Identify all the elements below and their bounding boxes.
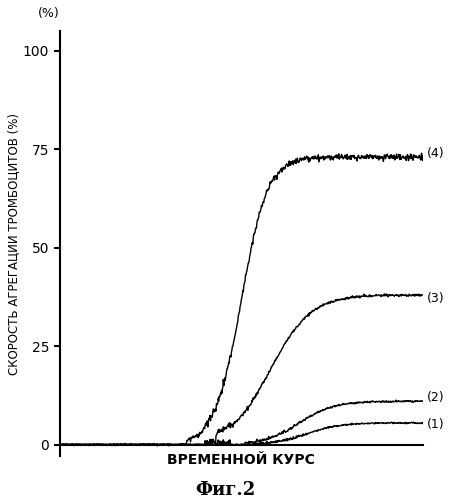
- Text: (%): (%): [37, 7, 59, 20]
- Text: (3): (3): [427, 292, 444, 306]
- Text: (1): (1): [427, 418, 444, 432]
- Text: Фиг.2: Фиг.2: [195, 481, 256, 499]
- Text: (4): (4): [427, 146, 444, 160]
- X-axis label: ВРЕМЕННОЙ КУРС: ВРЕМЕННОЙ КУРС: [167, 453, 315, 467]
- Y-axis label: СКОРОСТЬ АГРЕГАЦИИ ТРОМБОЦИТОВ (%): СКОРОСТЬ АГРЕГАЦИИ ТРОМБОЦИТОВ (%): [7, 112, 20, 374]
- Text: (2): (2): [427, 391, 444, 404]
